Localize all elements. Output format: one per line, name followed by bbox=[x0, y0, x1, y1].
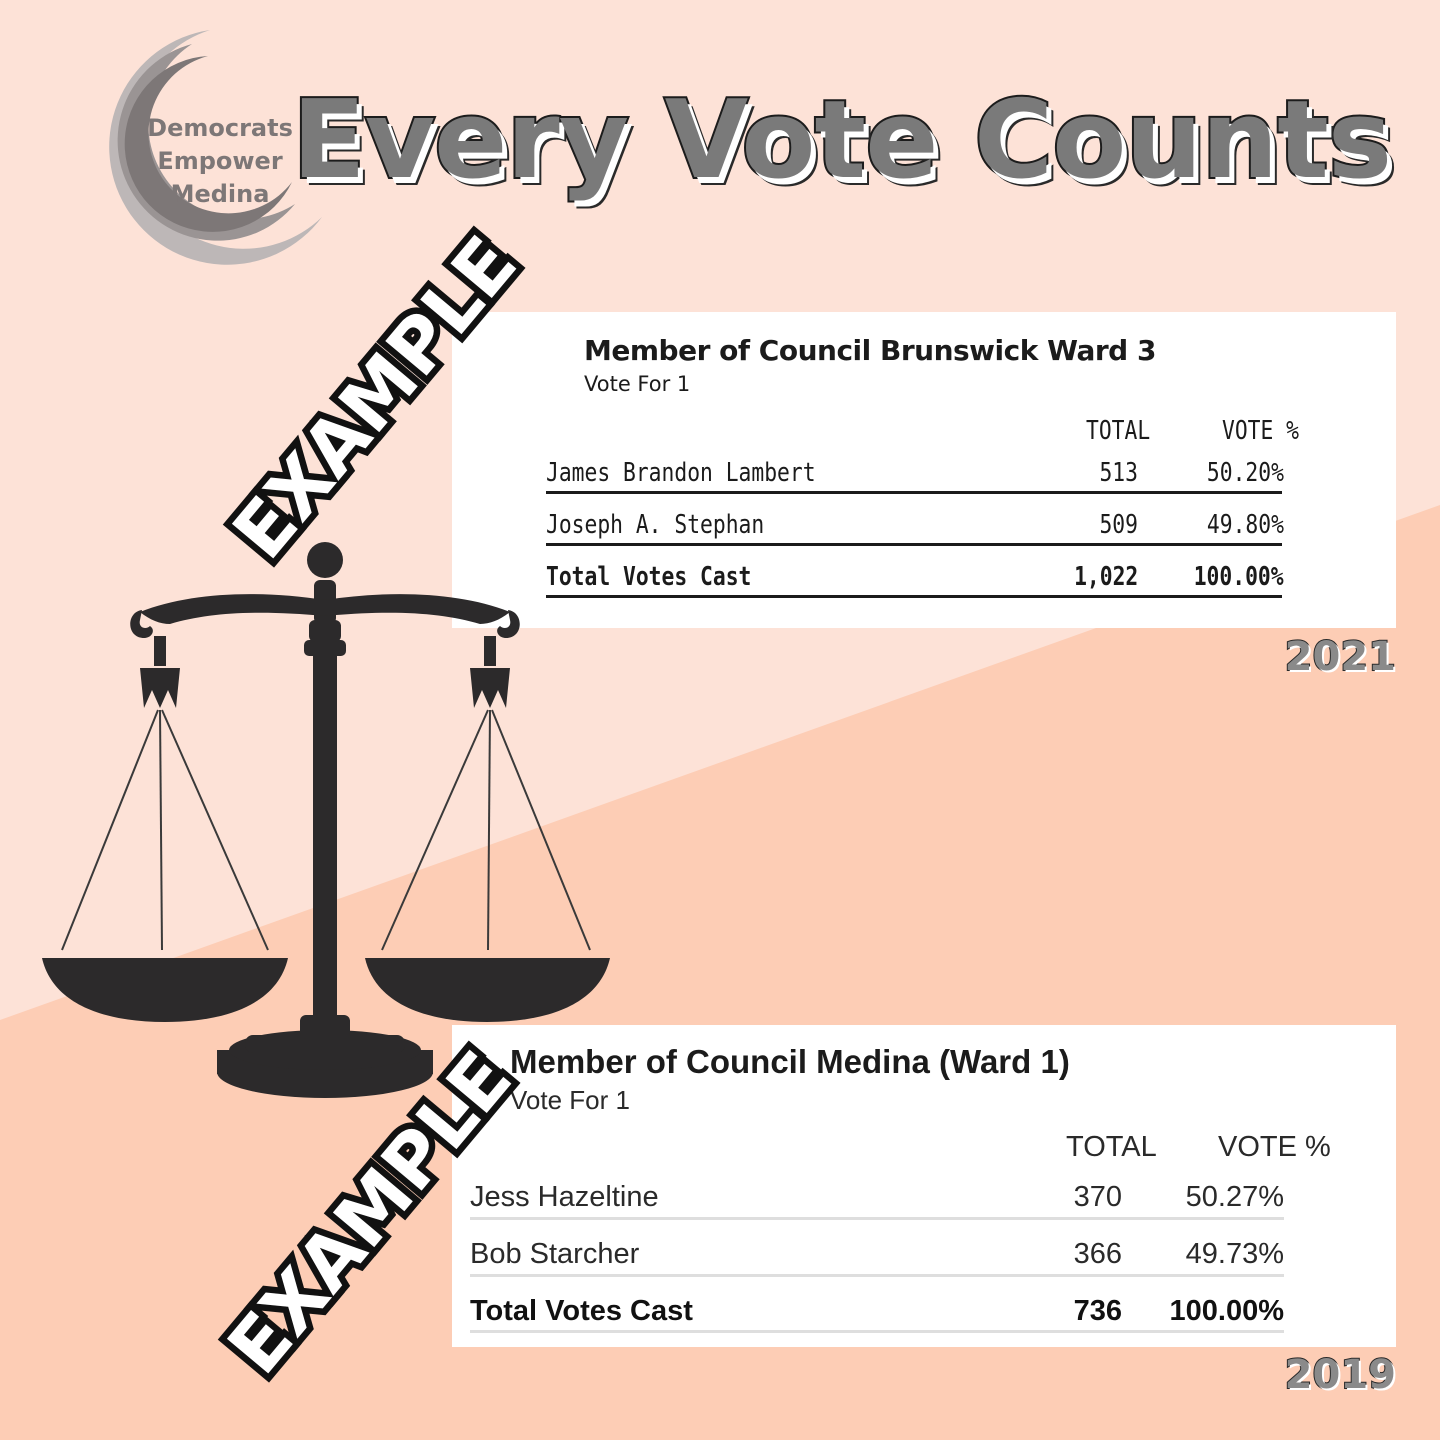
vote-for-label: Vote For 1 bbox=[510, 1085, 630, 1115]
total-votes-count: 1,022 bbox=[1073, 562, 1138, 592]
row-divider bbox=[546, 543, 1282, 546]
vote-for-label: Vote For 1 bbox=[584, 372, 691, 396]
total-votes-count: 736 bbox=[1073, 1295, 1122, 1327]
row-divider bbox=[546, 491, 1282, 494]
year-label: 2019 bbox=[1284, 1351, 1397, 1399]
candidate-name: Bob Starcher bbox=[470, 1238, 640, 1270]
result-card-2021: Member of Council Brunswick Ward 3 Vote … bbox=[452, 312, 1396, 628]
headline: Every Vote Counts bbox=[290, 76, 1394, 205]
logo-line-1: Democrats bbox=[147, 114, 293, 142]
row-divider bbox=[470, 1274, 1284, 1277]
column-header-total: TOTAL bbox=[1066, 1131, 1157, 1163]
candidate-pct: 49.80% bbox=[1206, 510, 1284, 540]
candidate-pct: 50.27% bbox=[1185, 1181, 1284, 1213]
candidate-pct: 49.73% bbox=[1185, 1238, 1284, 1270]
total-votes-label: Total Votes Cast bbox=[546, 562, 752, 592]
total-votes-label: Total Votes Cast bbox=[470, 1295, 693, 1327]
logo-line-2: Empower bbox=[157, 147, 283, 175]
candidate-name: Jess Hazeltine bbox=[470, 1181, 659, 1213]
total-votes-pct: 100.00% bbox=[1194, 562, 1284, 592]
total-votes-pct: 100.00% bbox=[1169, 1295, 1285, 1327]
column-header-vote-pct: VOTE % bbox=[1222, 416, 1300, 446]
year-label: 2021 bbox=[1284, 633, 1397, 681]
column-header-total: TOTAL bbox=[1086, 416, 1151, 446]
row-divider bbox=[470, 1217, 1284, 1220]
race-title: Member of Council Brunswick Ward 3 bbox=[584, 334, 1156, 367]
candidate-name: Joseph A. Stephan bbox=[546, 510, 765, 540]
column-header-vote-pct: VOTE % bbox=[1218, 1131, 1331, 1163]
candidate-total: 513 bbox=[1099, 458, 1138, 488]
race-title: Member of Council Medina (Ward 1) bbox=[510, 1043, 1070, 1080]
candidate-name: James Brandon Lambert bbox=[546, 458, 816, 488]
crescent-logo-icon bbox=[109, 30, 322, 265]
logo-wordmark: Democrats Empower Medina bbox=[135, 112, 305, 211]
result-card-2019: Member of Council Medina (Ward 1) Vote F… bbox=[452, 1025, 1396, 1347]
candidate-total: 366 bbox=[1073, 1238, 1122, 1270]
candidate-total: 370 bbox=[1073, 1181, 1122, 1213]
row-divider bbox=[470, 1330, 1284, 1333]
candidate-pct: 50.20% bbox=[1206, 458, 1284, 488]
scales-of-justice-icon bbox=[42, 542, 610, 1098]
row-divider bbox=[546, 595, 1282, 598]
logo-line-3: Medina bbox=[170, 180, 270, 208]
candidate-total: 509 bbox=[1099, 510, 1138, 540]
